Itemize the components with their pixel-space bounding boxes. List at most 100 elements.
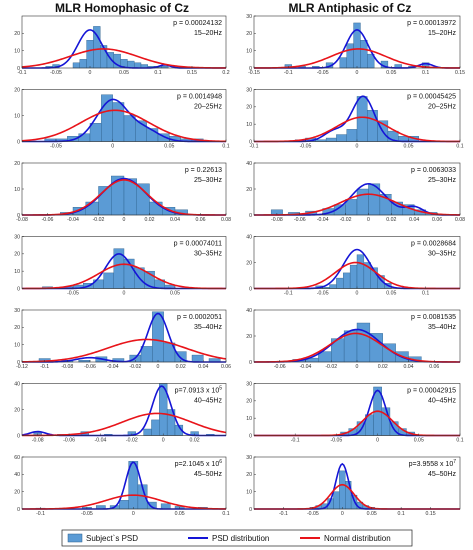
band-label-c1-r1: 20–25Hz	[428, 104, 457, 111]
ytick-label-c1-r4-1: 20	[246, 334, 252, 340]
normal-curve-c1-r4	[254, 332, 460, 363]
band-label-c0-r4: 35–40Hz	[194, 324, 223, 331]
hist-bar-c0-r2-2	[85, 201, 99, 216]
hist-bar-c0-r0-6	[86, 40, 94, 69]
xtick-label-c0-r4-9: 0.06	[221, 364, 231, 370]
normal-curve-c1-r1	[254, 116, 460, 143]
hist-bar-c1-r3-5	[349, 264, 358, 289]
hist-bar-c1-r1-3	[325, 137, 337, 142]
hist-bar-c1-r1-7	[367, 110, 378, 142]
xtick-label-c0-r6-4: 0.1	[222, 511, 229, 517]
ytick-label-c0-r6-2: 40	[14, 472, 20, 478]
p-value-c1-r0: p = 0.00013972	[407, 20, 456, 27]
xtick-label-c0-r4-2: -0.08	[61, 364, 73, 370]
xtick-label-c1-r2-1: -0.06	[294, 217, 306, 223]
xtick-label-c1-r6-2: 0	[341, 511, 344, 517]
xtick-label-c0-r0-2: 0	[89, 70, 92, 76]
band-label-c1-r4: 35–40Hz	[428, 324, 457, 331]
panel-c1-r2: 0 20 40 -0.08 -0.06 -0.04 -0.02 0 0.02 0.04 0.06 0.…	[246, 161, 465, 223]
p-value-c0-r0: p = 0.00024132	[173, 20, 222, 27]
panel-c1-r1: 0 10 20 30 -0.1 -0.05 0 0.05 0.1 p = 0.00045425 20…	[246, 87, 463, 149]
xtick-label-c1-r3-4: 0.1	[422, 291, 429, 297]
xtick-label-c0-r5-3: -0.02	[126, 438, 138, 444]
p-value-exponent-c1-r6: 7	[453, 459, 456, 465]
xtick-label-c1-r4-2: -0.02	[325, 364, 337, 370]
xtick-label-c0-r1-0: -0.05	[50, 144, 62, 150]
panel-c1-r0: 0 10 20 30 -0.15 -0.1 -0.05 0 0.05 0.1 0.15 p = 0.0…	[246, 14, 465, 76]
panel-c0-r2: 0 10 20 -0.08 -0.06 -0.04 -0.02 0 0.02 0.04 0.06 0.…	[14, 161, 231, 223]
xtick-label-c1-r0-1: -0.1	[284, 70, 293, 76]
ytick-label-c0-r1-2: 20	[14, 87, 20, 93]
panel-bg-c0-r4	[22, 310, 226, 362]
ytick-label-c0-r1-0: 0	[17, 139, 20, 145]
xtick-label-c0-r0-6: 0.2	[222, 70, 229, 76]
xtick-label-c1-r3-3: 0.05	[386, 291, 396, 297]
xtick-label-c0-r6-1: -0.05	[81, 511, 93, 517]
xtick-label-c0-r2-8: 0.08	[221, 217, 231, 223]
hist-bar-c1-r0-5	[346, 43, 354, 69]
normal-curve-c0-r4	[21, 338, 227, 363]
ytick-label-c0-r3-2: 20	[14, 252, 20, 258]
xtick-label-c0-r2-7: 0.06	[195, 217, 205, 223]
xtick-label-c1-r4-6: 0.06	[429, 364, 439, 370]
ytick-label-c1-r0-3: 30	[246, 14, 252, 20]
ytick-label-c0-r6-0: 0	[17, 507, 20, 513]
p-value-c1-r1: p = 0.00045425	[407, 94, 456, 101]
hist-bar-c1-r3-3	[336, 277, 344, 289]
ytick-label-c1-r6-2: 20	[246, 472, 252, 478]
legend-label-psd-distribution: PSD distribution	[212, 534, 269, 543]
ytick-label-c1-r6-1: 10	[246, 489, 252, 495]
band-label-c1-r6: 45–50Hz	[428, 471, 457, 478]
panel-c0-r0: 0 10 20 -0.1 -0.05 0 0.05 0.1 0.15 0.2 p = 0.00024…	[14, 15, 230, 76]
ytick-label-c0-r5-1: 20	[14, 407, 20, 413]
hist-bar-c0-r4-7	[152, 311, 164, 363]
hist-bar-c0-r1-7	[123, 115, 136, 142]
hist-bar-c0-r0-4	[72, 62, 80, 69]
p-value-c0-r4: p = 0.0002051	[177, 314, 222, 321]
hist-bar-c1-r3-6	[356, 254, 365, 289]
xtick-label-c1-r4-3: 0	[356, 364, 359, 370]
band-label-c0-r3: 30–35Hz	[194, 251, 223, 258]
ytick-label-c1-r0-2: 20	[246, 31, 252, 37]
ytick-label-c1-r4-2: 40	[246, 308, 252, 314]
ytick-label-c1-r5-2: 20	[246, 399, 252, 405]
ytick-label-c1-r3-2: 40	[246, 234, 252, 240]
xtick-label-c1-r0-2: -0.05	[317, 70, 329, 76]
xtick-label-c0-r5-4: 0	[162, 438, 165, 444]
xtick-label-c0-r0-4: 0.1	[154, 70, 161, 76]
xtick-label-c0-r5-5: 0.02	[190, 438, 200, 444]
ytick-label-c0-r5-2: 40	[14, 381, 20, 387]
p-value-c1-r5: p = 0.00042915	[407, 388, 456, 395]
xtick-label-c0-r4-4: -0.04	[107, 364, 119, 370]
ytick-label-c0-r0-2: 20	[14, 31, 20, 37]
xtick-label-c0-r2-0: -0.08	[16, 217, 28, 223]
ytick-label-c1-r2-1: 20	[246, 187, 252, 193]
hist-bar-c0-r1-6	[112, 102, 125, 142]
ytick-label-c1-r0-1: 10	[246, 48, 252, 54]
ytick-label-c0-r4-1: 10	[14, 342, 20, 348]
p-value-c1-r3: p = 0.0028684	[411, 241, 456, 248]
column-title-left: MLR Homophasic of Cz	[55, 1, 189, 15]
panel-c1-r4: 0 20 40 -0.06 -0.04 -0.02 0 0.02 0.04 0.06 p = 0.0…	[246, 308, 461, 370]
xtick-label-c1-r6-0: -0.1	[279, 511, 288, 517]
band-label-c0-r6: 45–50Hz	[194, 471, 223, 478]
ytick-label-c1-r4-0: 0	[249, 360, 252, 366]
xtick-label-c0-r3-1: 0	[123, 291, 126, 297]
p-value-c1-r2: p = 0.0063033	[411, 167, 456, 174]
panel-c1-r3: 0 20 40 -0.1 -0.05 0 0.05 0.1 p = 0.0028684 30–35…	[246, 234, 461, 297]
p-value-exponent-c0-r5: 5	[219, 386, 222, 392]
ytick-label-c1-r5-1: 10	[246, 416, 252, 422]
legend-label-normal-distribution: Normal distribution	[324, 534, 391, 543]
hist-bar-c1-r1-6	[356, 96, 368, 142]
ytick-label-c1-r2-0: 0	[249, 213, 252, 219]
ytick-label-c0-r4-3: 30	[14, 308, 20, 314]
hist-bar-c0-r4-10	[191, 354, 204, 363]
band-label-c0-r1: 20–25Hz	[194, 104, 223, 111]
xtick-label-c0-r0-3: 0.05	[119, 70, 129, 76]
hist-bar-c0-r1-3	[78, 133, 91, 142]
ytick-label-c1-r1-3: 30	[246, 87, 252, 93]
legend-swatch-subject-psd	[67, 533, 83, 543]
xtick-label-c1-r6-3: 0.05	[367, 511, 377, 517]
normal-curve-c0-r5	[22, 412, 227, 437]
